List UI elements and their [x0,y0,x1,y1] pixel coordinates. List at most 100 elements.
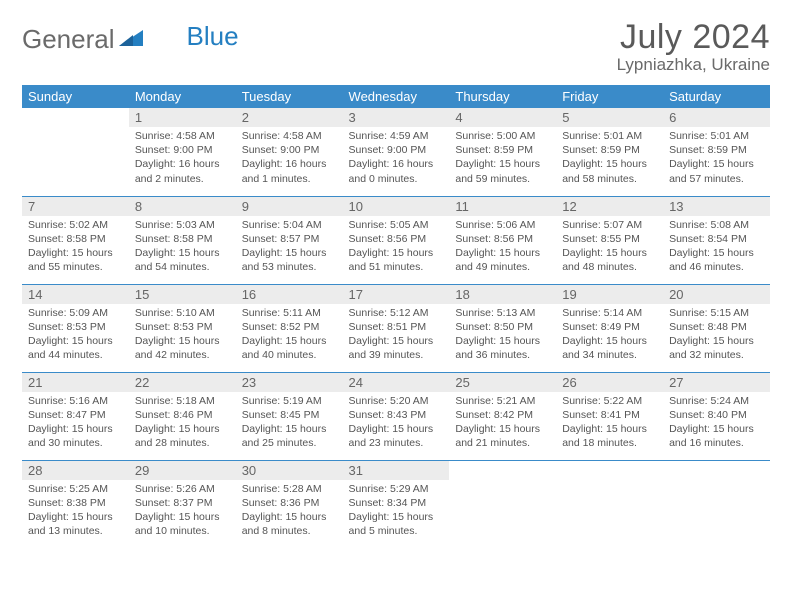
logo: General Blue [22,18,239,55]
day-number: 18 [449,285,556,304]
weekday-header-row: SundayMondayTuesdayWednesdayThursdayFrid… [22,85,770,108]
day-details: Sunrise: 4:58 AMSunset: 9:00 PMDaylight:… [236,127,343,190]
day-number: 30 [236,461,343,480]
title-block: July 2024 Lypniazhka, Ukraine [617,18,770,75]
day-details: Sunrise: 5:04 AMSunset: 8:57 PMDaylight:… [236,216,343,279]
day-details: Sunrise: 5:03 AMSunset: 8:58 PMDaylight:… [129,216,236,279]
day-number: 17 [343,285,450,304]
weekday-header: Saturday [663,85,770,108]
day-number: 5 [556,108,663,127]
day-details: Sunrise: 5:18 AMSunset: 8:46 PMDaylight:… [129,392,236,455]
calendar-day-cell: 5Sunrise: 5:01 AMSunset: 8:59 PMDaylight… [556,108,663,196]
day-number: 2 [236,108,343,127]
day-details: Sunrise: 5:29 AMSunset: 8:34 PMDaylight:… [343,480,450,543]
day-number: 24 [343,373,450,392]
day-number: 4 [449,108,556,127]
weekday-header: Sunday [22,85,129,108]
calendar-day-cell: 18Sunrise: 5:13 AMSunset: 8:50 PMDayligh… [449,284,556,372]
calendar-day-cell: 13Sunrise: 5:08 AMSunset: 8:54 PMDayligh… [663,196,770,284]
day-number: 7 [22,197,129,216]
calendar-day-cell: 8Sunrise: 5:03 AMSunset: 8:58 PMDaylight… [129,196,236,284]
day-details: Sunrise: 5:28 AMSunset: 8:36 PMDaylight:… [236,480,343,543]
day-details: Sunrise: 5:14 AMSunset: 8:49 PMDaylight:… [556,304,663,367]
calendar-day-cell: 12Sunrise: 5:07 AMSunset: 8:55 PMDayligh… [556,196,663,284]
day-details: Sunrise: 5:02 AMSunset: 8:58 PMDaylight:… [22,216,129,279]
day-number: 26 [556,373,663,392]
day-details: Sunrise: 5:26 AMSunset: 8:37 PMDaylight:… [129,480,236,543]
day-details: Sunrise: 5:05 AMSunset: 8:56 PMDaylight:… [343,216,450,279]
day-details: Sunrise: 4:58 AMSunset: 9:00 PMDaylight:… [129,127,236,190]
day-number: 9 [236,197,343,216]
day-details: Sunrise: 5:16 AMSunset: 8:47 PMDaylight:… [22,392,129,455]
calendar-day-cell: 25Sunrise: 5:21 AMSunset: 8:42 PMDayligh… [449,372,556,460]
calendar-day-cell: 23Sunrise: 5:19 AMSunset: 8:45 PMDayligh… [236,372,343,460]
day-details: Sunrise: 5:13 AMSunset: 8:50 PMDaylight:… [449,304,556,367]
day-number: 31 [343,461,450,480]
logo-text-part1: General [22,24,115,55]
day-number: 28 [22,461,129,480]
day-details: Sunrise: 5:22 AMSunset: 8:41 PMDaylight:… [556,392,663,455]
calendar-day-cell: 20Sunrise: 5:15 AMSunset: 8:48 PMDayligh… [663,284,770,372]
weekday-header: Tuesday [236,85,343,108]
day-details: Sunrise: 5:07 AMSunset: 8:55 PMDaylight:… [556,216,663,279]
day-details: Sunrise: 5:01 AMSunset: 8:59 PMDaylight:… [663,127,770,190]
calendar-day-cell: 14Sunrise: 5:09 AMSunset: 8:53 PMDayligh… [22,284,129,372]
day-number: 21 [22,373,129,392]
day-number: 3 [343,108,450,127]
calendar-empty-cell: 0 [22,108,129,196]
weekday-header: Friday [556,85,663,108]
location: Lypniazhka, Ukraine [617,55,770,75]
day-number: 11 [449,197,556,216]
day-number: 20 [663,285,770,304]
day-number: 10 [343,197,450,216]
calendar-day-cell: 24Sunrise: 5:20 AMSunset: 8:43 PMDayligh… [343,372,450,460]
day-number: 6 [663,108,770,127]
calendar-week-row: 14Sunrise: 5:09 AMSunset: 8:53 PMDayligh… [22,284,770,372]
day-details: Sunrise: 5:11 AMSunset: 8:52 PMDaylight:… [236,304,343,367]
day-details: Sunrise: 5:00 AMSunset: 8:59 PMDaylight:… [449,127,556,190]
calendar-day-cell: 6Sunrise: 5:01 AMSunset: 8:59 PMDaylight… [663,108,770,196]
calendar-week-row: 7Sunrise: 5:02 AMSunset: 8:58 PMDaylight… [22,196,770,284]
calendar-day-cell: 17Sunrise: 5:12 AMSunset: 8:51 PMDayligh… [343,284,450,372]
header: General Blue July 2024 Lypniazhka, Ukrai… [22,18,770,75]
day-number: 29 [129,461,236,480]
calendar-day-cell: 30Sunrise: 5:28 AMSunset: 8:36 PMDayligh… [236,460,343,548]
day-details: Sunrise: 5:01 AMSunset: 8:59 PMDaylight:… [556,127,663,190]
calendar-week-row: 28Sunrise: 5:25 AMSunset: 8:38 PMDayligh… [22,460,770,548]
day-number: 27 [663,373,770,392]
day-details: Sunrise: 5:19 AMSunset: 8:45 PMDaylight:… [236,392,343,455]
weekday-header: Monday [129,85,236,108]
calendar-day-cell: 4Sunrise: 5:00 AMSunset: 8:59 PMDaylight… [449,108,556,196]
weekday-header: Wednesday [343,85,450,108]
calendar-day-cell: 16Sunrise: 5:11 AMSunset: 8:52 PMDayligh… [236,284,343,372]
day-details: Sunrise: 5:21 AMSunset: 8:42 PMDaylight:… [449,392,556,455]
day-number: 19 [556,285,663,304]
day-number: 15 [129,285,236,304]
calendar-empty-cell: 0 [663,460,770,548]
day-details: Sunrise: 5:10 AMSunset: 8:53 PMDaylight:… [129,304,236,367]
calendar-empty-cell: 0 [449,460,556,548]
calendar-day-cell: 29Sunrise: 5:26 AMSunset: 8:37 PMDayligh… [129,460,236,548]
calendar-day-cell: 10Sunrise: 5:05 AMSunset: 8:56 PMDayligh… [343,196,450,284]
day-details: Sunrise: 5:06 AMSunset: 8:56 PMDaylight:… [449,216,556,279]
calendar-day-cell: 15Sunrise: 5:10 AMSunset: 8:53 PMDayligh… [129,284,236,372]
calendar-day-cell: 26Sunrise: 5:22 AMSunset: 8:41 PMDayligh… [556,372,663,460]
day-number: 23 [236,373,343,392]
month-title: July 2024 [617,18,770,57]
logo-text-part2: Blue [187,21,239,52]
calendar-day-cell: 22Sunrise: 5:18 AMSunset: 8:46 PMDayligh… [129,372,236,460]
day-number: 8 [129,197,236,216]
day-number: 16 [236,285,343,304]
day-number: 1 [129,108,236,127]
calendar-day-cell: 21Sunrise: 5:16 AMSunset: 8:47 PMDayligh… [22,372,129,460]
calendar-day-cell: 28Sunrise: 5:25 AMSunset: 8:38 PMDayligh… [22,460,129,548]
calendar-week-row: 0 1Sunrise: 4:58 AMSunset: 9:00 PMDaylig… [22,108,770,196]
calendar-week-row: 21Sunrise: 5:16 AMSunset: 8:47 PMDayligh… [22,372,770,460]
day-number: 12 [556,197,663,216]
calendar-day-cell: 7Sunrise: 5:02 AMSunset: 8:58 PMDaylight… [22,196,129,284]
calendar-day-cell: 19Sunrise: 5:14 AMSunset: 8:49 PMDayligh… [556,284,663,372]
day-number: 22 [129,373,236,392]
calendar-day-cell: 27Sunrise: 5:24 AMSunset: 8:40 PMDayligh… [663,372,770,460]
calendar-body: 0 1Sunrise: 4:58 AMSunset: 9:00 PMDaylig… [22,108,770,548]
calendar-day-cell: 11Sunrise: 5:06 AMSunset: 8:56 PMDayligh… [449,196,556,284]
